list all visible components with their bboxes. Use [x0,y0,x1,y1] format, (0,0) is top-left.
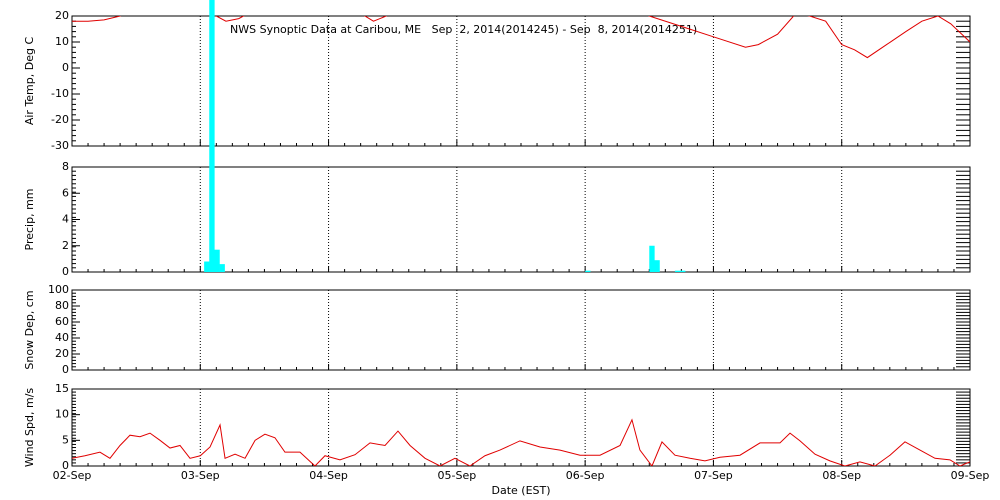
data-line [72,16,970,59]
bar [680,270,686,272]
x-tick-label: 06-Sep [566,469,605,482]
y-tick-label: 80 [55,299,69,312]
y-tick-label: 20 [55,9,69,22]
x-tick-label: 05-Sep [438,469,477,482]
y-axis-label: Wind Spd, m/s [23,388,36,468]
y-tick-label: 10 [55,35,69,48]
y-tick-label: 0 [62,363,69,376]
y-tick-label: 0 [62,459,69,472]
x-tick-label: 03-Sep [181,469,220,482]
y-tick-label: 40 [55,331,69,344]
y-tick-label: 0 [62,61,69,74]
bar [585,270,591,272]
x-tick-label: 08-Sep [822,469,861,482]
y-tick-label: 6 [62,186,69,199]
bar [219,264,225,272]
bar [209,0,215,272]
bar [674,270,681,272]
bar [214,249,220,272]
y-tick-label: 15 [55,382,69,395]
y-axis-label: Precip, mm [23,189,36,251]
y-tick-label: 5 [62,433,69,446]
y-tick-label: 4 [62,213,69,226]
x-axis-label: Date (EST) [491,484,550,497]
plot-frame [71,388,971,467]
y-tick-label: -30 [51,139,69,152]
chart-title: NWS Synoptic Data at Caribou, ME Sep 2, … [230,23,697,36]
plot-frame [71,289,971,371]
y-tick-label: 20 [55,347,69,360]
bar [204,261,210,272]
y-tick-label: 10 [55,408,69,421]
y-tick-label: 100 [48,283,69,296]
x-tick-label: 09-Sep [951,469,990,482]
bar [649,245,655,272]
y-axis-label: Air Temp, Deg C [23,37,36,126]
plot-frame [71,15,971,147]
y-tick-label: 8 [62,160,69,173]
data-line [72,418,970,466]
bar [654,260,660,272]
y-tick-label: 2 [62,239,69,252]
x-tick-label: 04-Sep [309,469,348,482]
x-tick-label: 02-Sep [53,469,92,482]
y-tick-label: -20 [51,113,69,126]
y-tick-label: 60 [55,315,69,328]
y-axis-label: Snow Dep, cm [23,290,36,369]
y-tick-label: 0 [62,265,69,278]
x-tick-label: 07-Sep [694,469,733,482]
y-tick-label: -10 [51,87,69,100]
plot-frame [71,166,971,273]
